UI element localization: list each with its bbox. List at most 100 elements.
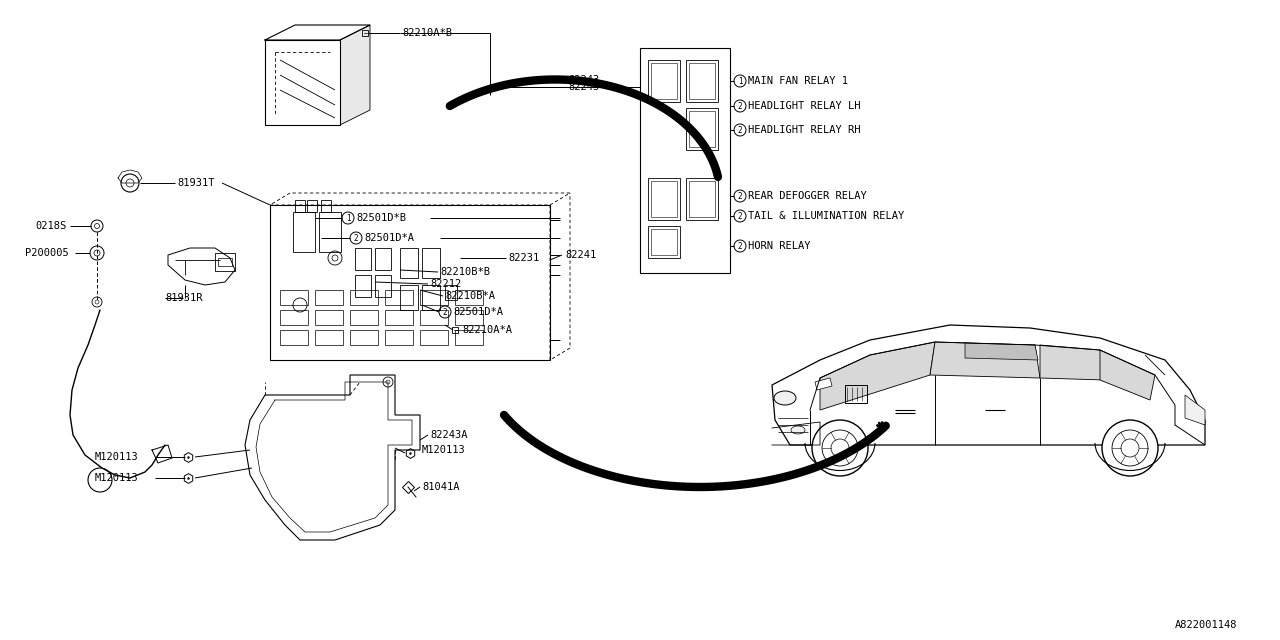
Polygon shape xyxy=(931,342,1039,378)
Bar xyxy=(280,310,308,325)
Bar xyxy=(355,275,371,297)
Bar xyxy=(375,275,390,297)
Bar xyxy=(454,290,483,305)
Text: 82212: 82212 xyxy=(430,279,461,289)
Text: M120113: M120113 xyxy=(95,452,138,462)
Text: 81931R: 81931R xyxy=(165,293,202,303)
Bar xyxy=(355,248,371,270)
Text: M120113: M120113 xyxy=(422,445,466,455)
Bar xyxy=(652,181,677,217)
Text: 81931T: 81931T xyxy=(177,178,215,188)
Text: 82501D*B: 82501D*B xyxy=(356,213,406,223)
Polygon shape xyxy=(772,325,1204,445)
Bar xyxy=(349,290,378,305)
Bar xyxy=(280,330,308,345)
Bar xyxy=(294,200,305,212)
Text: 82501D*A: 82501D*A xyxy=(364,233,413,243)
Text: 82210B*B: 82210B*B xyxy=(440,267,490,277)
Text: 0218S: 0218S xyxy=(35,221,67,231)
Bar xyxy=(315,330,343,345)
Text: 2: 2 xyxy=(737,241,742,250)
Text: TAIL & ILLUMINATION RELAY: TAIL & ILLUMINATION RELAY xyxy=(748,211,904,221)
Polygon shape xyxy=(1100,350,1155,400)
Polygon shape xyxy=(265,40,340,125)
Bar xyxy=(686,108,718,150)
Polygon shape xyxy=(244,375,420,540)
Bar xyxy=(454,310,483,325)
Text: 82210B*A: 82210B*A xyxy=(445,291,495,301)
Text: A822001148: A822001148 xyxy=(1175,620,1238,630)
Text: 2: 2 xyxy=(737,191,742,200)
Bar xyxy=(652,63,677,99)
Text: 1: 1 xyxy=(346,214,351,223)
Bar xyxy=(689,63,716,99)
Text: 82243: 82243 xyxy=(568,82,599,92)
Text: 82241: 82241 xyxy=(564,250,596,260)
Ellipse shape xyxy=(774,391,796,405)
Bar xyxy=(686,60,718,102)
Bar xyxy=(349,330,378,345)
Bar xyxy=(648,178,680,220)
Text: P200005: P200005 xyxy=(26,248,69,258)
Bar xyxy=(686,178,718,220)
Bar xyxy=(648,60,680,102)
Text: 2: 2 xyxy=(353,234,358,243)
Bar xyxy=(845,385,867,403)
Bar xyxy=(401,285,419,310)
Bar xyxy=(652,229,677,255)
Bar xyxy=(315,310,343,325)
Bar xyxy=(385,290,413,305)
Text: 82243: 82243 xyxy=(568,75,599,85)
Bar xyxy=(385,310,413,325)
Bar xyxy=(349,310,378,325)
Text: 82210A*A: 82210A*A xyxy=(462,325,512,335)
Bar xyxy=(375,248,390,270)
Text: MAIN FAN RELAY 1: MAIN FAN RELAY 1 xyxy=(748,76,849,86)
Bar xyxy=(689,111,716,147)
Bar xyxy=(321,200,332,212)
Text: 2: 2 xyxy=(443,307,447,317)
Polygon shape xyxy=(815,378,832,390)
Ellipse shape xyxy=(791,426,805,434)
Text: 82231: 82231 xyxy=(508,253,539,263)
Text: 2: 2 xyxy=(737,211,742,221)
Polygon shape xyxy=(340,25,370,125)
Circle shape xyxy=(1102,420,1158,476)
Bar xyxy=(385,330,413,345)
Bar xyxy=(218,258,232,266)
Bar xyxy=(307,200,317,212)
Bar xyxy=(293,212,315,252)
Text: 82243A: 82243A xyxy=(430,430,467,440)
Bar xyxy=(454,330,483,345)
Polygon shape xyxy=(965,343,1038,360)
Bar xyxy=(422,285,440,310)
Text: HEADLIGHT RELAY LH: HEADLIGHT RELAY LH xyxy=(748,101,860,111)
Bar xyxy=(445,285,457,300)
Bar xyxy=(270,205,550,360)
Bar xyxy=(280,290,308,305)
Bar xyxy=(420,330,448,345)
Polygon shape xyxy=(1185,395,1204,425)
Text: M120113: M120113 xyxy=(95,473,138,483)
Text: HORN RELAY: HORN RELAY xyxy=(748,241,810,251)
Bar xyxy=(420,310,448,325)
Text: 2: 2 xyxy=(737,102,742,111)
Bar xyxy=(319,212,340,252)
Bar xyxy=(689,181,716,217)
Text: 82501D*A: 82501D*A xyxy=(453,307,503,317)
Bar xyxy=(215,253,236,271)
Bar xyxy=(648,226,680,258)
Text: 2: 2 xyxy=(737,125,742,134)
Text: HEADLIGHT RELAY RH: HEADLIGHT RELAY RH xyxy=(748,125,860,135)
Bar xyxy=(401,248,419,278)
Polygon shape xyxy=(1039,345,1105,380)
Bar xyxy=(420,290,448,305)
Polygon shape xyxy=(168,248,236,285)
Text: 1: 1 xyxy=(737,77,742,86)
Bar xyxy=(422,248,440,278)
Circle shape xyxy=(812,420,868,476)
Text: 81041A: 81041A xyxy=(422,482,460,492)
Bar xyxy=(315,290,343,305)
Bar xyxy=(640,48,730,273)
Text: 82210A*B: 82210A*B xyxy=(402,28,452,38)
